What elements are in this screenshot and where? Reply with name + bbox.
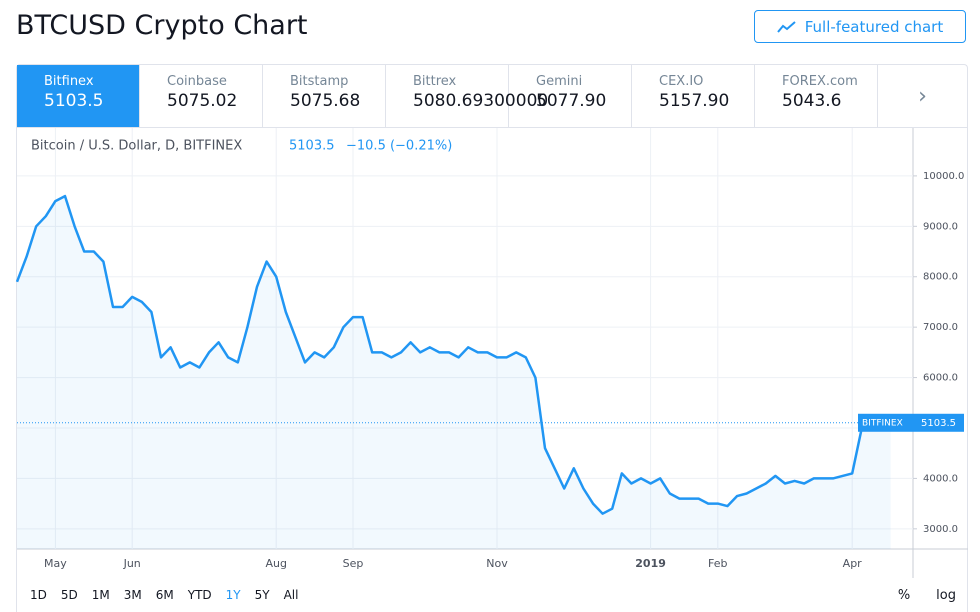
exchange-price: 5103.5 — [44, 91, 104, 111]
range-button[interactable]: 1M — [91, 588, 110, 602]
x-tick-label: 2019 — [635, 557, 666, 570]
next-arrow[interactable]: › — [918, 83, 927, 109]
range-button[interactable]: 3M — [123, 588, 142, 602]
exchange-name: Gemini — [536, 74, 583, 89]
price-tag-name: BITFINEX — [862, 418, 903, 428]
exchange-name: CEX.IO — [659, 74, 704, 89]
y-tick-label: 3000.0 — [923, 524, 958, 535]
symbol-label: Bitcoin / U.S. Dollar, D, BITFINEX — [31, 139, 242, 154]
exchange-price: 5075.02 — [167, 91, 238, 111]
range-button[interactable]: YTD — [187, 588, 212, 602]
exchange-tabs: Bitfinex 5103.5 Coinbase 5075.02 Bitstamp 507… — [17, 65, 967, 128]
exchange-tab[interactable]: Coinbase 5075.02 — [140, 65, 263, 127]
change-value: −10.5 (−0.21%) — [346, 139, 452, 154]
x-tick-label: Feb — [708, 557, 727, 570]
x-tick-label: May — [44, 557, 67, 570]
y-tick-label: 10000.0 — [923, 171, 964, 182]
widget: Bitfinex 5103.5 Coinbase 5075.02 Bitstamp 507… — [16, 64, 968, 612]
range-button[interactable]: 1Y — [225, 588, 241, 602]
chart-icon — [776, 20, 796, 33]
x-tick-label: Sep — [343, 557, 364, 570]
y-tick-label: 7000.0 — [923, 322, 958, 333]
x-tick-label: Nov — [486, 557, 508, 570]
button-label: Full-featured chart — [804, 17, 944, 36]
y-tick-label: 6000.0 — [923, 373, 958, 384]
exchange-tab[interactable]: Gemini 5077.90 — [509, 65, 632, 127]
price-tag — [858, 413, 964, 432]
full-chart-button[interactable]: Full-featured chart — [754, 10, 966, 43]
exchange-price: 5043.6 — [782, 91, 842, 111]
x-tick-label: Apr — [843, 557, 863, 570]
exchange-price: 5077.90 — [536, 91, 607, 111]
exchange-price: 5075.68 — [290, 91, 361, 111]
price-line — [15, 194, 892, 515]
area — [17, 196, 891, 549]
range-bar: 1D 5D 1M 3M 6M YTD 1Y 5Y All% log — [16, 578, 968, 612]
y-tick-label: 8000.0 — [923, 272, 958, 283]
exchange-name: Bitstamp — [290, 74, 349, 89]
x-tick-label: Jun — [123, 557, 141, 570]
exchange-tab[interactable]: CEX.IO 5157.90 — [632, 65, 755, 127]
y-tick-label: 9000.0 — [923, 221, 958, 232]
range-button[interactable]: All — [283, 588, 299, 602]
exchange-name: Bitfinex — [44, 74, 94, 89]
range-button[interactable]: 5Y — [254, 588, 270, 602]
exchange-name: Bittrex — [413, 74, 457, 89]
exchange-tab[interactable]: Bitfinex 5103.5 — [17, 65, 140, 127]
scale-button[interactable]: log — [936, 587, 956, 603]
exchange-tab[interactable]: FOREX.com 5043.6 — [755, 65, 878, 127]
exchange-name: Coinbase — [167, 74, 227, 89]
scale-button[interactable]: % — [897, 587, 911, 603]
y-tick-label: 4000.0 — [923, 473, 958, 484]
last-value: 5103.5 — [289, 139, 335, 154]
range-button[interactable]: 1D — [30, 588, 47, 602]
exchange-price: 5157.90 — [659, 91, 730, 111]
exchange-tab[interactable]: Bitstamp 5075.68 — [263, 65, 386, 127]
page-title: BTCUSD Crypto Chart — [16, 10, 308, 41]
price-tag-value: 5103.5 — [921, 418, 956, 429]
exchange-name: FOREX.com — [782, 74, 858, 89]
chart: MayJunAugSepNov2019FebApr3000.04000.0500… — [15, 128, 968, 578]
range-button[interactable]: 5D — [60, 588, 78, 602]
x-tick-label: Aug — [265, 557, 286, 570]
range-button[interactable]: 6M — [155, 588, 174, 602]
